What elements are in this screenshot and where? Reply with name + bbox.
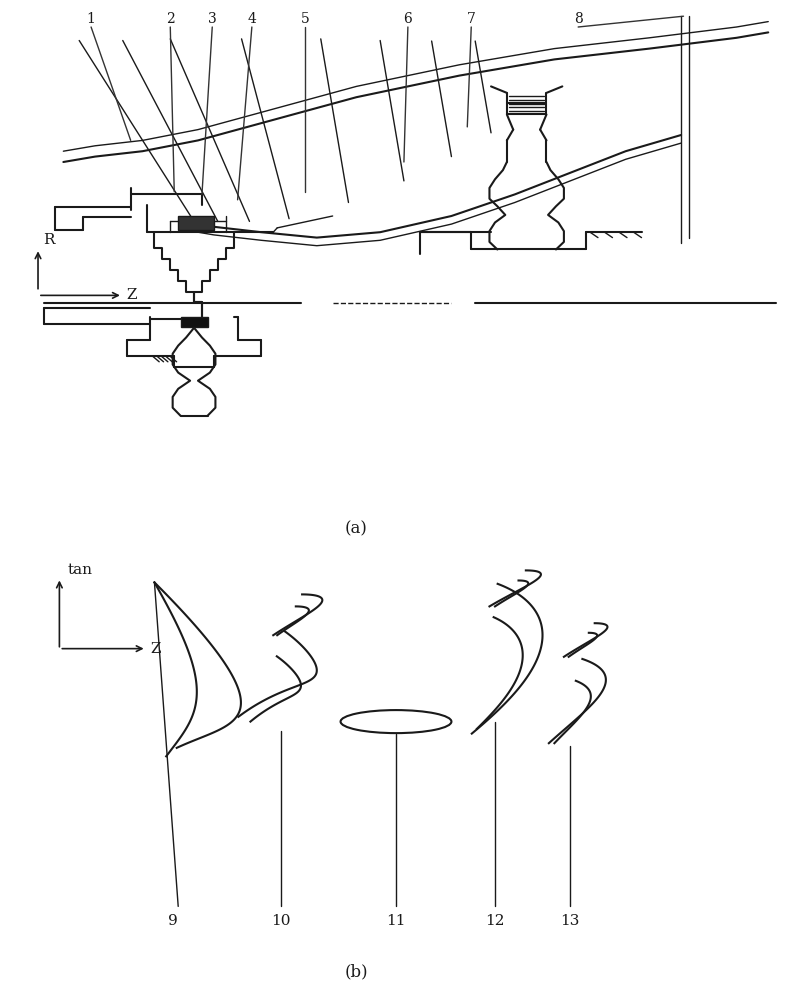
Text: tan: tan bbox=[67, 563, 93, 577]
Text: 9: 9 bbox=[168, 914, 177, 928]
Text: (b): (b) bbox=[345, 964, 368, 981]
Text: 12: 12 bbox=[485, 914, 505, 928]
Text: 5: 5 bbox=[300, 12, 310, 26]
Text: 3: 3 bbox=[208, 12, 217, 26]
Text: 4: 4 bbox=[247, 12, 257, 26]
Text: 1: 1 bbox=[86, 12, 96, 26]
Text: 6: 6 bbox=[403, 12, 413, 26]
Text: 11: 11 bbox=[386, 914, 406, 928]
Text: 13: 13 bbox=[561, 914, 580, 928]
Text: Z: Z bbox=[150, 642, 161, 656]
Text: 10: 10 bbox=[272, 914, 291, 928]
Text: Z: Z bbox=[127, 288, 137, 302]
FancyBboxPatch shape bbox=[178, 216, 214, 230]
FancyBboxPatch shape bbox=[181, 317, 208, 327]
Text: 7: 7 bbox=[466, 12, 476, 26]
Text: R: R bbox=[43, 233, 55, 247]
Text: (a): (a) bbox=[345, 521, 367, 538]
Text: 8: 8 bbox=[573, 12, 583, 26]
Text: 2: 2 bbox=[166, 12, 175, 26]
